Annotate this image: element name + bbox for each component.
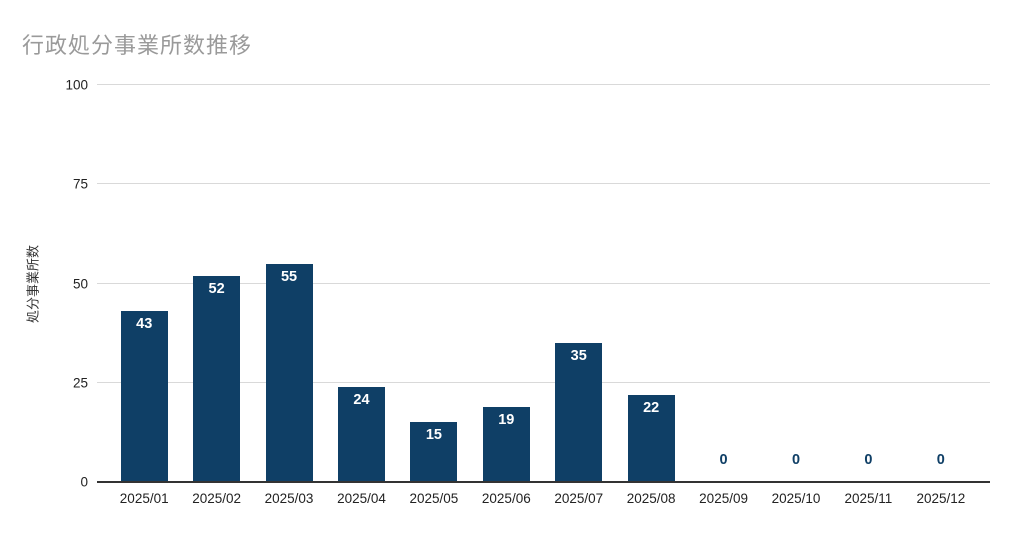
zero-value-label: 0	[936, 452, 945, 468]
bar-value-label: 43	[136, 316, 153, 333]
bar: 35	[555, 343, 603, 482]
bar-slot: 55	[253, 85, 325, 482]
bar-value-label: 22	[643, 399, 660, 416]
bar-series: 43 52 55 24 15 19 35 22 0 0 0 0	[108, 85, 977, 482]
bar-slot: 52	[180, 85, 252, 482]
x-axis-line	[97, 481, 990, 483]
bar-value-label: 55	[280, 268, 298, 285]
y-tick-label: 25	[72, 375, 88, 391]
bar-value-label: 15	[425, 427, 442, 444]
x-tick-label: 2025/08	[626, 491, 676, 506]
bar: 52	[193, 275, 241, 482]
bar-slot: 0	[905, 85, 977, 482]
y-axis-title: 処分事業所数	[25, 244, 41, 324]
zero-value-label: 0	[719, 452, 728, 468]
gridline	[97, 282, 990, 284]
x-tick-label: 2025/10	[771, 491, 821, 506]
bar-value-label: 24	[353, 391, 370, 408]
bar-value-label: 52	[208, 280, 225, 297]
bar: 55	[265, 263, 313, 482]
bar-slot: 0	[832, 85, 904, 482]
plot-area: 0 25 50 75 100 43 52 55 24 15 19 35 22 0 0 0 0 2025/01 2…	[65, 78, 990, 506]
x-tick-label: 2025/01	[119, 491, 169, 506]
x-tick-label: 2025/09	[699, 491, 748, 506]
bar: 19	[482, 406, 530, 482]
x-tick-label: 2025/07	[554, 491, 604, 506]
bar-slot: 0	[760, 85, 832, 482]
y-tick-label: 75	[72, 176, 88, 192]
gridline	[97, 381, 990, 383]
bar: 43	[120, 311, 168, 482]
bar-value-label: 19	[498, 411, 515, 428]
bar-slot: 0	[687, 85, 759, 482]
x-tick-label: 2025/05	[409, 491, 459, 506]
x-tick-labels: 2025/01 2025/02 2025/03 2025/04 2025/05 2025/…	[108, 491, 977, 506]
bar-slot: 22	[615, 85, 687, 482]
bar: 15	[410, 422, 458, 482]
gridline	[97, 84, 990, 85]
gridline	[97, 183, 990, 185]
y-tick-label: 100	[65, 77, 88, 93]
zero-value-label: 0	[791, 452, 801, 468]
x-tick-label: 2025/03	[264, 491, 314, 506]
bar: 24	[337, 386, 385, 482]
bar-slot: 19	[470, 85, 542, 482]
x-tick-label: 2025/11	[844, 491, 893, 506]
x-tick-label: 2025/12	[916, 491, 966, 506]
bar-slot: 43	[108, 85, 180, 482]
bar: 22	[627, 394, 675, 482]
x-tick-label: 2025/06	[481, 491, 531, 506]
bar-slot: 35	[543, 85, 615, 482]
bar-value-label: 35	[570, 348, 587, 365]
chart-title: 行政処分事業所数推移	[22, 33, 253, 58]
x-tick-label: 2025/02	[192, 491, 242, 506]
y-tick-label: 50	[72, 276, 88, 291]
zero-value-label: 0	[864, 452, 873, 468]
bar-slot: 24	[325, 85, 397, 482]
x-tick-label: 2025/04	[337, 491, 386, 506]
bar-slot: 15	[398, 85, 470, 482]
y-tick-label: 0	[80, 474, 88, 490]
